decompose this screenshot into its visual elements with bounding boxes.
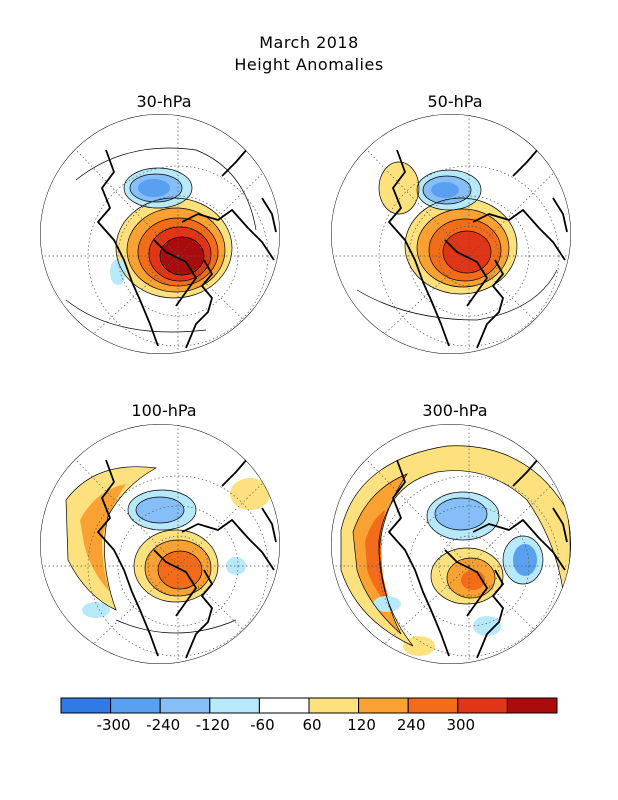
legend-swatch [358, 697, 409, 714]
legend-swatch [110, 697, 161, 714]
legend-swatch [308, 697, 360, 714]
panel-label-50hpa: 50-hPa [427, 92, 483, 111]
legend-tick-label: -240 [146, 716, 181, 734]
legend-tick-label: 240 [396, 716, 426, 734]
legend-tick-label: -300 [96, 716, 131, 734]
map-30hpa [40, 114, 280, 354]
color-legend-bar [60, 697, 558, 714]
legend-tick-label: -120 [195, 716, 230, 734]
map-50hpa [331, 114, 571, 354]
panel-label-100hpa: 100-hPa [131, 401, 197, 420]
legend-swatch [258, 697, 310, 714]
panel-label-30hpa: 30-hPa [136, 92, 192, 111]
legend-swatch [506, 697, 558, 714]
map-100hpa [40, 424, 280, 664]
panel-label-300hpa: 300-hPa [422, 401, 488, 420]
legend-swatch [60, 697, 112, 714]
title-line-1: March 2018 [259, 33, 359, 52]
legend-tick-label: -60 [250, 716, 275, 734]
legend-tick-label: 300 [446, 716, 476, 734]
map-300hpa [331, 424, 571, 664]
legend-tick-label: 120 [347, 716, 376, 734]
title-line-2: Height Anomalies [234, 55, 384, 74]
legend-tick-label: 60 [302, 716, 322, 734]
legend-swatch [407, 697, 459, 714]
legend-swatch [457, 697, 508, 714]
legend-swatch [159, 697, 211, 714]
legend-swatch [209, 697, 260, 714]
